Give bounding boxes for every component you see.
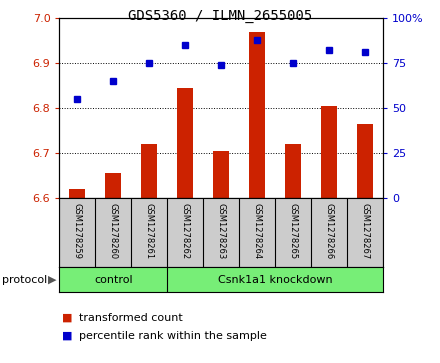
Text: ■: ■ [62, 331, 72, 341]
Bar [213, 151, 229, 198]
Text: percentile rank within the sample: percentile rank within the sample [79, 331, 267, 341]
Bar [177, 88, 193, 198]
Text: GSM1278265: GSM1278265 [289, 203, 297, 260]
Text: transformed count: transformed count [79, 313, 183, 323]
Text: GSM1278261: GSM1278261 [145, 203, 154, 260]
Text: GDS5360 / ILMN_2655005: GDS5360 / ILMN_2655005 [128, 9, 312, 23]
Bar [321, 106, 337, 198]
Bar [141, 144, 158, 198]
Text: GSM1278266: GSM1278266 [324, 203, 334, 260]
Text: GSM1278264: GSM1278264 [253, 203, 261, 260]
Bar [69, 189, 85, 198]
Text: protocol: protocol [2, 274, 48, 285]
Text: GSM1278262: GSM1278262 [181, 203, 190, 260]
Text: Csnk1a1 knockdown: Csnk1a1 knockdown [218, 274, 332, 285]
Bar [357, 124, 373, 198]
Text: control: control [94, 274, 132, 285]
Text: ▶: ▶ [48, 274, 56, 285]
Text: GSM1278259: GSM1278259 [73, 203, 82, 259]
Text: ■: ■ [62, 313, 72, 323]
Bar [105, 173, 121, 198]
Bar [249, 32, 265, 198]
Bar [285, 144, 301, 198]
Text: GSM1278260: GSM1278260 [109, 203, 118, 260]
Text: GSM1278263: GSM1278263 [216, 203, 226, 260]
Text: GSM1278267: GSM1278267 [360, 203, 369, 260]
